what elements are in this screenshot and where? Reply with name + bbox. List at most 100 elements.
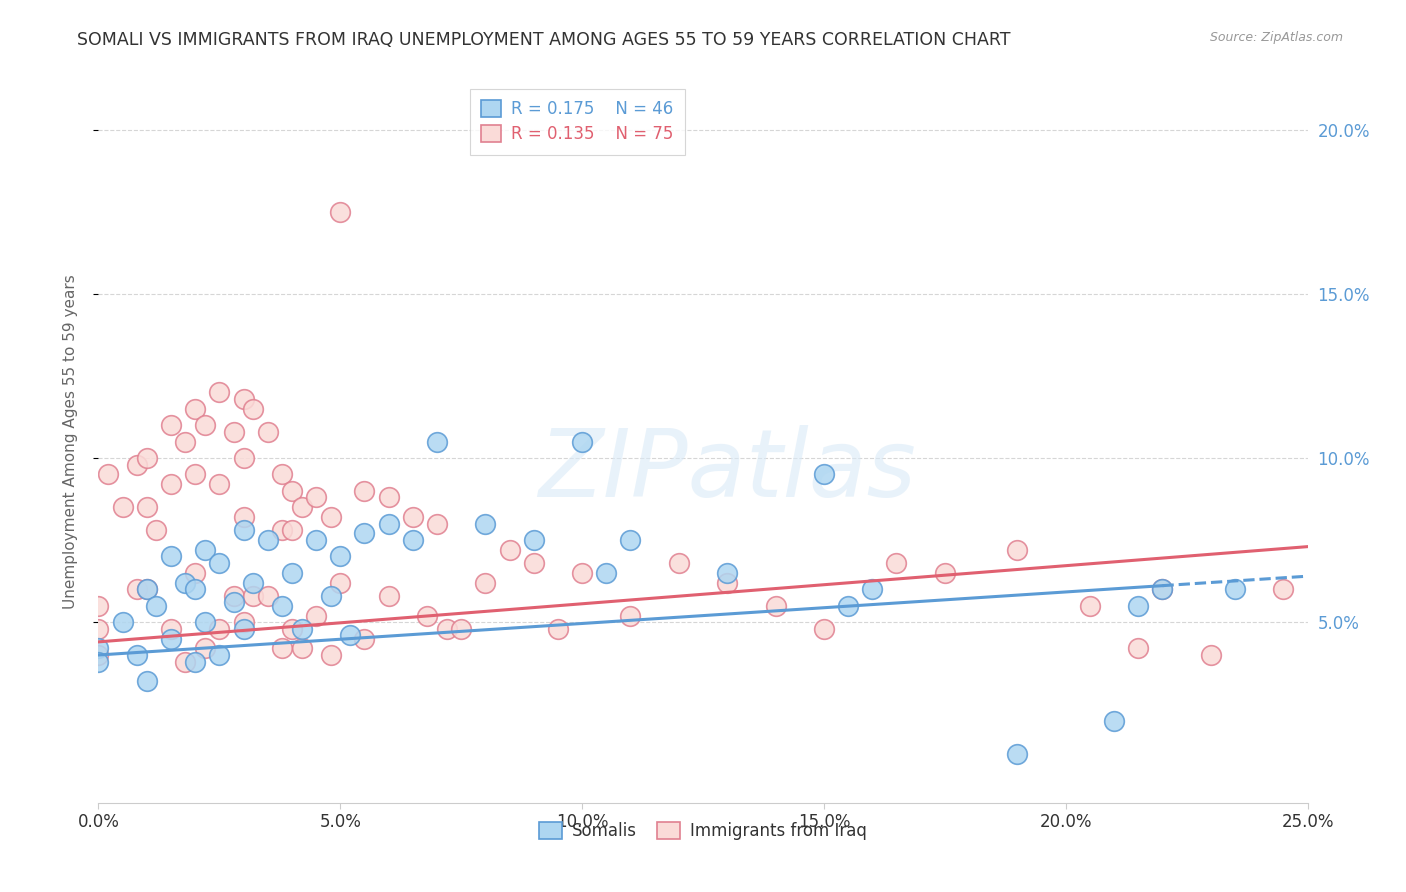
Point	[160, 477, 183, 491]
Point	[319, 510, 342, 524]
Point	[329, 549, 352, 564]
Point	[242, 575, 264, 590]
Point	[135, 450, 157, 465]
Point	[87, 655, 110, 669]
Point	[145, 523, 167, 537]
Point	[232, 392, 254, 406]
Point	[305, 608, 328, 623]
Point	[290, 622, 312, 636]
Point	[208, 648, 231, 662]
Point	[523, 533, 546, 547]
Point	[319, 589, 342, 603]
Point	[329, 204, 352, 219]
Point	[194, 542, 217, 557]
Point	[194, 641, 217, 656]
Legend: Somalis, Immigrants from Iraq: Somalis, Immigrants from Iraq	[530, 814, 876, 848]
Point	[1272, 582, 1295, 597]
Point	[1007, 542, 1029, 557]
Point	[1199, 648, 1222, 662]
Text: ZIPatlas: ZIPatlas	[538, 425, 917, 516]
Point	[174, 655, 197, 669]
Point	[377, 516, 399, 531]
Point	[184, 582, 207, 597]
Point	[523, 556, 546, 570]
Point	[668, 556, 690, 570]
Point	[111, 500, 134, 515]
Point	[837, 599, 859, 613]
Point	[271, 523, 294, 537]
Point	[426, 516, 449, 531]
Point	[571, 566, 593, 580]
Point	[87, 641, 110, 656]
Point	[436, 622, 458, 636]
Point	[111, 615, 134, 630]
Text: SOMALI VS IMMIGRANTS FROM IRAQ UNEMPLOYMENT AMONG AGES 55 TO 59 YEARS CORRELATIO: SOMALI VS IMMIGRANTS FROM IRAQ UNEMPLOYM…	[77, 31, 1011, 49]
Point	[208, 385, 231, 400]
Point	[256, 425, 278, 439]
Point	[1152, 582, 1174, 597]
Point	[860, 582, 883, 597]
Point	[135, 674, 157, 689]
Point	[87, 648, 110, 662]
Point	[353, 632, 375, 646]
Point	[305, 533, 328, 547]
Point	[135, 500, 157, 515]
Point	[1128, 641, 1150, 656]
Point	[87, 599, 110, 613]
Point	[290, 500, 312, 515]
Point	[174, 434, 197, 449]
Point	[232, 622, 254, 636]
Point	[222, 589, 245, 603]
Point	[402, 533, 425, 547]
Point	[281, 523, 304, 537]
Point	[353, 483, 375, 498]
Point	[547, 622, 569, 636]
Point	[402, 510, 425, 524]
Point	[426, 434, 449, 449]
Point	[474, 575, 496, 590]
Point	[208, 556, 231, 570]
Point	[813, 622, 835, 636]
Point	[232, 450, 254, 465]
Point	[595, 566, 617, 580]
Point	[619, 533, 641, 547]
Point	[127, 648, 149, 662]
Point	[765, 599, 787, 613]
Point	[1078, 599, 1101, 613]
Point	[813, 467, 835, 482]
Point	[184, 401, 207, 416]
Y-axis label: Unemployment Among Ages 55 to 59 years: Unemployment Among Ages 55 to 59 years	[63, 274, 77, 609]
Point	[281, 566, 304, 580]
Point	[1102, 714, 1125, 728]
Point	[160, 549, 183, 564]
Point	[1152, 582, 1174, 597]
Point	[353, 526, 375, 541]
Point	[222, 425, 245, 439]
Point	[160, 418, 183, 433]
Point	[184, 467, 207, 482]
Point	[377, 491, 399, 505]
Point	[222, 595, 245, 609]
Point	[256, 533, 278, 547]
Point	[1128, 599, 1150, 613]
Point	[271, 641, 294, 656]
Point	[281, 622, 304, 636]
Point	[305, 491, 328, 505]
Point	[716, 575, 738, 590]
Point	[194, 418, 217, 433]
Point	[271, 599, 294, 613]
Point	[377, 589, 399, 603]
Point	[208, 622, 231, 636]
Point	[319, 648, 342, 662]
Text: Source: ZipAtlas.com: Source: ZipAtlas.com	[1209, 31, 1343, 45]
Point	[242, 401, 264, 416]
Point	[281, 483, 304, 498]
Point	[498, 542, 520, 557]
Point	[290, 641, 312, 656]
Point	[232, 523, 254, 537]
Point	[184, 566, 207, 580]
Point	[145, 599, 167, 613]
Point	[1007, 747, 1029, 761]
Point	[174, 575, 197, 590]
Point	[242, 589, 264, 603]
